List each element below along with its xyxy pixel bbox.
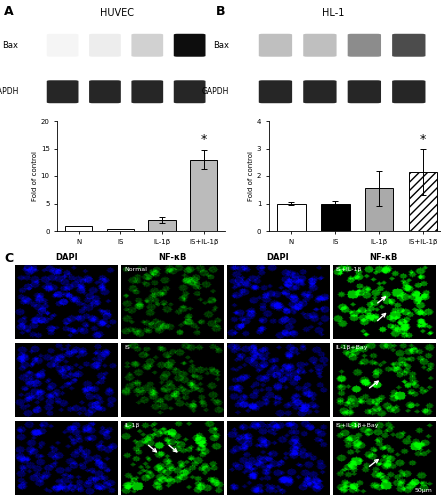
Text: NF-κB: NF-κB — [158, 252, 186, 262]
Text: B: B — [216, 5, 226, 18]
Text: GAPDH: GAPDH — [0, 87, 19, 96]
Text: Normal: Normal — [124, 266, 147, 272]
FancyBboxPatch shape — [303, 34, 336, 56]
FancyBboxPatch shape — [131, 80, 163, 103]
Text: HUVEC: HUVEC — [100, 8, 134, 18]
Bar — [321, 204, 350, 231]
Bar — [277, 204, 306, 231]
Text: IS+IL-1β: IS+IL-1β — [336, 266, 362, 272]
Text: *: * — [420, 132, 426, 146]
Y-axis label: Fold of control: Fold of control — [248, 151, 254, 201]
Bar — [409, 172, 437, 231]
FancyBboxPatch shape — [348, 80, 381, 103]
FancyBboxPatch shape — [174, 80, 206, 103]
Bar — [107, 230, 134, 231]
Text: Bax: Bax — [213, 41, 229, 50]
Text: A: A — [4, 5, 14, 18]
FancyBboxPatch shape — [174, 34, 206, 56]
FancyBboxPatch shape — [47, 80, 78, 103]
FancyBboxPatch shape — [259, 34, 292, 56]
Text: NF-κB: NF-κB — [370, 252, 398, 262]
Text: DAPI: DAPI — [55, 252, 78, 262]
Text: IS+IL-1β+Bay: IS+IL-1β+Bay — [336, 424, 379, 428]
Text: Bax: Bax — [3, 41, 19, 50]
Text: 50μm: 50μm — [415, 488, 433, 492]
FancyBboxPatch shape — [348, 34, 381, 56]
Text: *: * — [201, 134, 207, 146]
Text: HL-1: HL-1 — [322, 8, 344, 18]
Text: C: C — [4, 252, 14, 266]
Bar — [365, 188, 393, 231]
FancyBboxPatch shape — [89, 34, 121, 56]
FancyBboxPatch shape — [89, 80, 121, 103]
FancyBboxPatch shape — [131, 34, 163, 56]
Y-axis label: Fold of control: Fold of control — [32, 151, 38, 201]
Bar — [65, 226, 92, 231]
FancyBboxPatch shape — [303, 80, 336, 103]
Text: IL-1β+Bay: IL-1β+Bay — [336, 345, 368, 350]
Bar — [149, 220, 176, 231]
Text: IS: IS — [124, 345, 130, 350]
Text: GAPDH: GAPDH — [202, 87, 229, 96]
Text: DAPI: DAPI — [266, 252, 289, 262]
FancyBboxPatch shape — [392, 34, 426, 56]
Text: IL-1β: IL-1β — [124, 424, 139, 428]
FancyBboxPatch shape — [392, 80, 426, 103]
Bar — [190, 160, 217, 231]
FancyBboxPatch shape — [259, 80, 292, 103]
